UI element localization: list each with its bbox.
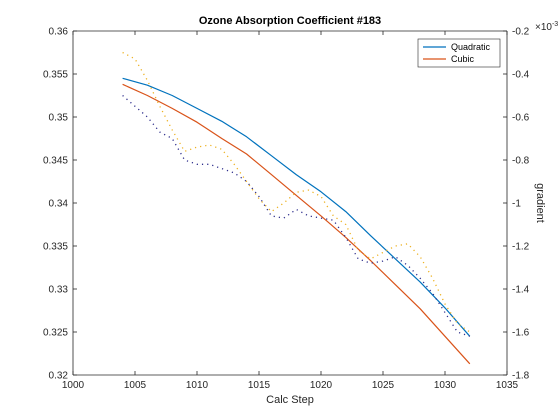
right-tick-label: -0.6 (512, 113, 530, 124)
legend-label-quadratic: Quadratic (451, 42, 491, 52)
y-tick-label: 0.34 (49, 199, 69, 210)
x-tick-label: 1015 (248, 380, 271, 391)
y-tick-label: 0.325 (43, 328, 68, 339)
right-tick-label: -1.4 (512, 285, 530, 296)
x-tick-label: 1030 (434, 380, 457, 391)
legend: Quadratic Cubic (417, 38, 501, 68)
right-axis-exponent-base: ×10 (535, 22, 552, 33)
series-layer (122, 51, 471, 365)
axes-layer: 1000 1005 1010 1015 1020 1025 1030 1035 0.32 0.32… (43, 27, 530, 392)
x-tick-label: 1000 (62, 380, 85, 391)
chart-title: Ozone Absorption Coefficient #183 (199, 15, 381, 27)
plot-area (73, 31, 507, 375)
x-axis-label: Calc Step (266, 394, 314, 406)
right-tick-label: -0.4 (512, 70, 530, 81)
y-tick-label: 0.335 (43, 242, 68, 253)
x-tick-label: 1025 (372, 380, 395, 391)
x-tick-label: 1035 (496, 380, 519, 391)
right-axis-label: gradient (534, 183, 546, 223)
right-tick-label: -1.8 (512, 371, 530, 382)
right-tick-label: -1 (512, 199, 521, 210)
right-tick-label: -1.6 (512, 328, 530, 339)
right-tick-label: -0.2 (512, 27, 530, 38)
y-tick-label: 0.33 (49, 285, 69, 296)
right-tick-label: -1.2 (512, 242, 530, 253)
legend-label-cubic: Cubic (451, 54, 475, 64)
cubic-line (122, 83, 471, 365)
y-tick-label: 0.32 (49, 371, 69, 382)
y-tick-label: 0.36 (49, 27, 69, 38)
y-tick-label: 0.355 (43, 70, 68, 81)
quadratic-line (122, 77, 471, 337)
y-tick-label: 0.345 (43, 156, 68, 167)
right-axis-exponent-power: -3 (552, 21, 558, 28)
x-tick-label: 1005 (124, 380, 147, 391)
y-tick-label: 0.35 (49, 113, 69, 124)
right-axis-exponent: ×10-3 (535, 21, 558, 33)
x-tick-label: 1010 (186, 380, 209, 391)
legend-box (417, 38, 501, 68)
right-tick-label: -0.8 (512, 156, 530, 167)
x-tick-label: 1020 (310, 380, 333, 391)
